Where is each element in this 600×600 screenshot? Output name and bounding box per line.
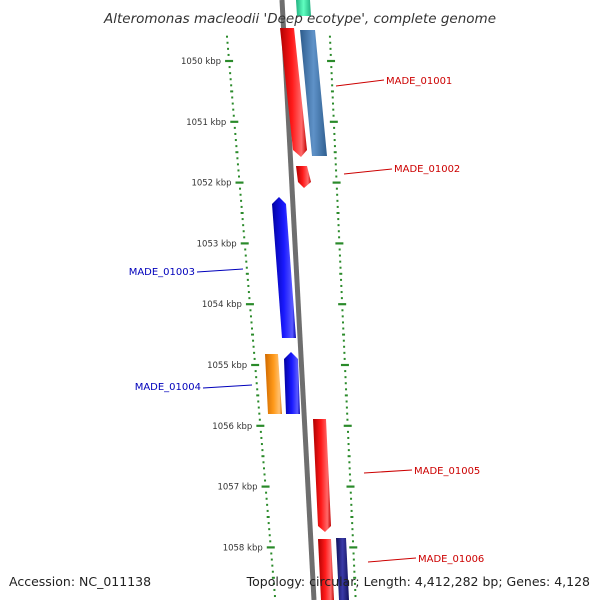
label-MADE_01003[interactable]: MADE_01003	[129, 267, 195, 278]
right-dotted-ticks	[327, 35, 358, 598]
label-MADE_01006[interactable]: MADE_01006	[418, 554, 484, 565]
label-MADE_01002[interactable]: MADE_01002	[394, 164, 460, 175]
kbp-label: 1058 kbp	[223, 543, 263, 553]
kbp-label: 1054 kbp	[202, 300, 242, 310]
accession-text: Accession: NC_011138	[9, 574, 151, 589]
gene-MADE_01002[interactable]	[296, 166, 311, 188]
label-MADE_01004[interactable]: MADE_01004	[135, 382, 201, 393]
map-title: Alteromonas macleodii 'Deep ecotype', co…	[103, 11, 496, 27]
leader-lines	[196, 79, 417, 563]
gene-MADE_01006-red[interactable]	[318, 539, 334, 600]
label-MADE_01001[interactable]: MADE_01001	[386, 76, 452, 87]
leader-MADE_01003	[196, 268, 244, 273]
gene-MADE_01004-orange[interactable]	[265, 354, 282, 414]
gene-MADE_01005[interactable]	[313, 419, 331, 532]
gene-MADE_01006-navy[interactable]	[336, 538, 349, 600]
gene-MADE_01001-steelblue[interactable]	[300, 30, 327, 156]
kbp-label: 1051 kbp	[186, 118, 226, 128]
leader-MADE_01004	[202, 384, 253, 389]
kbp-label: 1056 kbp	[212, 422, 252, 432]
label-MADE_01005[interactable]: MADE_01005	[414, 466, 480, 477]
kbp-label: 1052 kbp	[191, 179, 231, 189]
genome-summary-text: Topology: circular; Length: 4,412,282 bp…	[246, 574, 590, 589]
gene-MADE_01004-blue[interactable]	[284, 352, 300, 414]
gene-MADE_01003[interactable]	[272, 197, 296, 338]
leader-MADE_01002	[343, 168, 393, 175]
kbp-label: 1057 kbp	[217, 483, 257, 493]
left-dotted-ticks	[225, 35, 276, 598]
gene-features	[265, 0, 349, 600]
kbp-label: 1055 kbp	[207, 361, 247, 371]
kbp-scale-labels: 1050 kbp 1051 kbp 1052 kbp 1053 kbp 1054 kbp…	[181, 57, 263, 553]
leader-MADE_01006	[367, 557, 417, 563]
leader-MADE_01005	[363, 469, 413, 474]
kbp-label: 1053 kbp	[197, 239, 237, 249]
gene-labels: MADE_01001 MADE_01002 MADE_01003 MADE_01…	[129, 76, 485, 565]
gene-MADE_01001-red[interactable]	[280, 28, 307, 157]
gene-teal[interactable]	[296, 0, 311, 16]
kbp-label: 1050 kbp	[181, 57, 221, 67]
leader-MADE_01001	[335, 79, 385, 87]
